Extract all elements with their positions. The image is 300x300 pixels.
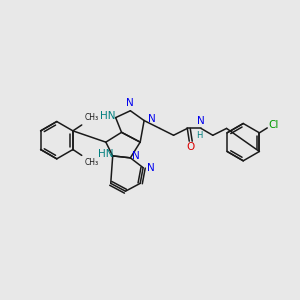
Text: HN: HN xyxy=(100,111,116,121)
Text: Cl: Cl xyxy=(268,120,278,130)
Text: N: N xyxy=(132,151,140,161)
Text: N: N xyxy=(148,114,156,124)
Text: H: H xyxy=(196,131,202,140)
Text: N: N xyxy=(127,98,134,108)
Text: CH₃: CH₃ xyxy=(85,158,99,167)
Text: N: N xyxy=(197,116,205,126)
Text: O: O xyxy=(186,142,194,152)
Text: CH₃: CH₃ xyxy=(85,113,99,122)
Text: N: N xyxy=(147,163,155,173)
Text: HN: HN xyxy=(98,149,114,159)
